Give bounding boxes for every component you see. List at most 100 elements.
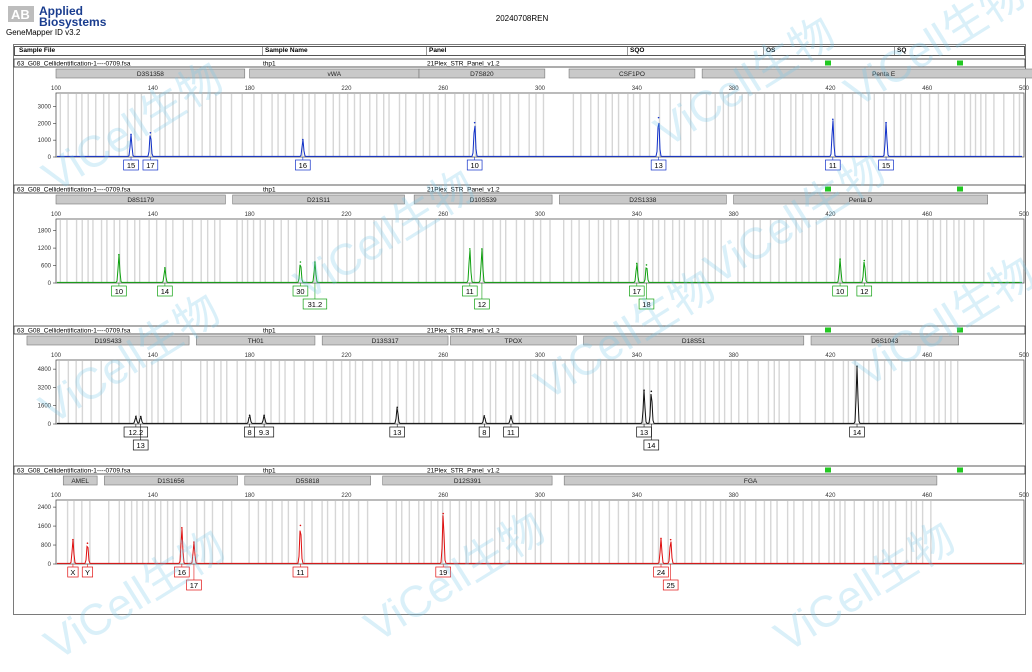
allele-bin (182, 220, 185, 282)
allele-bin (617, 220, 620, 282)
allele-bin (617, 94, 620, 156)
allele-bin (138, 220, 141, 282)
allele-bin (147, 501, 150, 563)
allele-box (653, 566, 669, 578)
sample-info-row (13, 325, 1026, 335)
allele-bin (790, 94, 792, 156)
allele-bin (388, 94, 390, 156)
x-tick-label: 100 (51, 353, 62, 359)
allele-bin (470, 501, 472, 563)
sample-file-text: 63_G08_Cellidentification-1----0709.fsa (17, 328, 131, 335)
allele-box (254, 426, 275, 438)
allele-bin (973, 220, 975, 282)
allele-bin (1018, 94, 1021, 156)
allele-bin (921, 501, 924, 563)
allele-bin (346, 94, 349, 156)
allele-bin (67, 361, 70, 423)
allele-bin (259, 220, 261, 282)
x-tick-label: 420 (825, 493, 836, 499)
allele-bin (180, 361, 183, 423)
allele-bin (597, 94, 600, 156)
allele-bin (705, 94, 708, 156)
allele-bin (389, 361, 391, 423)
peak-mark (396, 406, 399, 409)
allele-bin (757, 361, 760, 423)
allele-bin (273, 220, 275, 282)
x-tick-label: 420 (825, 353, 836, 359)
allele-bin (954, 94, 956, 156)
marker-label: TPOX (505, 338, 523, 345)
marker-bar (244, 475, 371, 486)
allele-bin (428, 94, 431, 156)
allele-label: 30 (296, 287, 304, 296)
y-tick-label: 1600 (38, 524, 52, 530)
sample-info-row (13, 184, 1026, 194)
allele-bin (605, 94, 607, 156)
allele-bin (833, 501, 836, 563)
allele-bin (422, 94, 425, 156)
allele-bin (284, 94, 287, 156)
allele-bin (75, 220, 78, 282)
allele-box (878, 159, 894, 171)
allele-bin (905, 501, 908, 563)
marker-bar (450, 335, 577, 346)
marker-label: CSF1PO (619, 71, 645, 78)
allele-bin (1003, 94, 1005, 156)
allele-bin (371, 361, 374, 423)
allele-bin (755, 501, 757, 563)
allele-label: 8 (482, 428, 486, 437)
allele-bin (308, 94, 310, 156)
allele-bin (684, 501, 686, 563)
allele-bin (287, 501, 290, 563)
allele-bin (759, 220, 761, 282)
x-tick-label: 340 (632, 212, 643, 218)
allele-bin (206, 220, 209, 282)
allele-bin (325, 361, 328, 423)
allele-bin (963, 220, 966, 282)
allele-bin (157, 361, 159, 423)
allele-bin (494, 501, 496, 563)
allele-bin (498, 501, 501, 563)
allele-bin (245, 361, 247, 423)
allele-label: 24 (657, 568, 665, 577)
allele-bin (59, 94, 62, 156)
allele-bin (209, 94, 211, 156)
allele-bin (241, 94, 243, 156)
peak-mark (481, 248, 483, 250)
allele-box (849, 426, 865, 438)
allele-bin (332, 361, 335, 423)
col-sqo: SQO (627, 47, 764, 55)
allele-bin (733, 501, 735, 563)
allele-bin (839, 501, 841, 563)
allele-bin (802, 94, 804, 156)
allele-bin (893, 94, 895, 156)
allele-bin (694, 220, 696, 282)
allele-box (643, 439, 660, 451)
allele-bin (684, 361, 686, 423)
allele-box (157, 285, 173, 297)
allele-bin (260, 94, 263, 156)
marker-bar (55, 194, 226, 205)
report-frame (13, 44, 1026, 615)
allele-bin (723, 361, 726, 423)
allele-bin (532, 220, 535, 282)
allele-bin (890, 361, 892, 423)
allele-bin (281, 501, 283, 563)
allele-bin (741, 94, 743, 156)
allele-bin (808, 220, 810, 282)
x-tick-label: 300 (535, 353, 546, 359)
allele-box (292, 285, 309, 297)
peak-mark (669, 538, 672, 541)
allele-label: 31.2 (308, 300, 323, 309)
peak-mark (856, 365, 858, 368)
sample-info-row (13, 465, 1026, 475)
status-sq-indicator (957, 327, 963, 333)
marker-bar (104, 475, 238, 486)
allele-bin (958, 220, 960, 282)
allele-bin (529, 361, 532, 423)
peak-mark (149, 131, 152, 134)
allele-bin (353, 94, 356, 156)
marker-label: D21S11 (307, 197, 330, 204)
allele-bin (213, 361, 215, 423)
allele-label: 17 (146, 161, 154, 170)
